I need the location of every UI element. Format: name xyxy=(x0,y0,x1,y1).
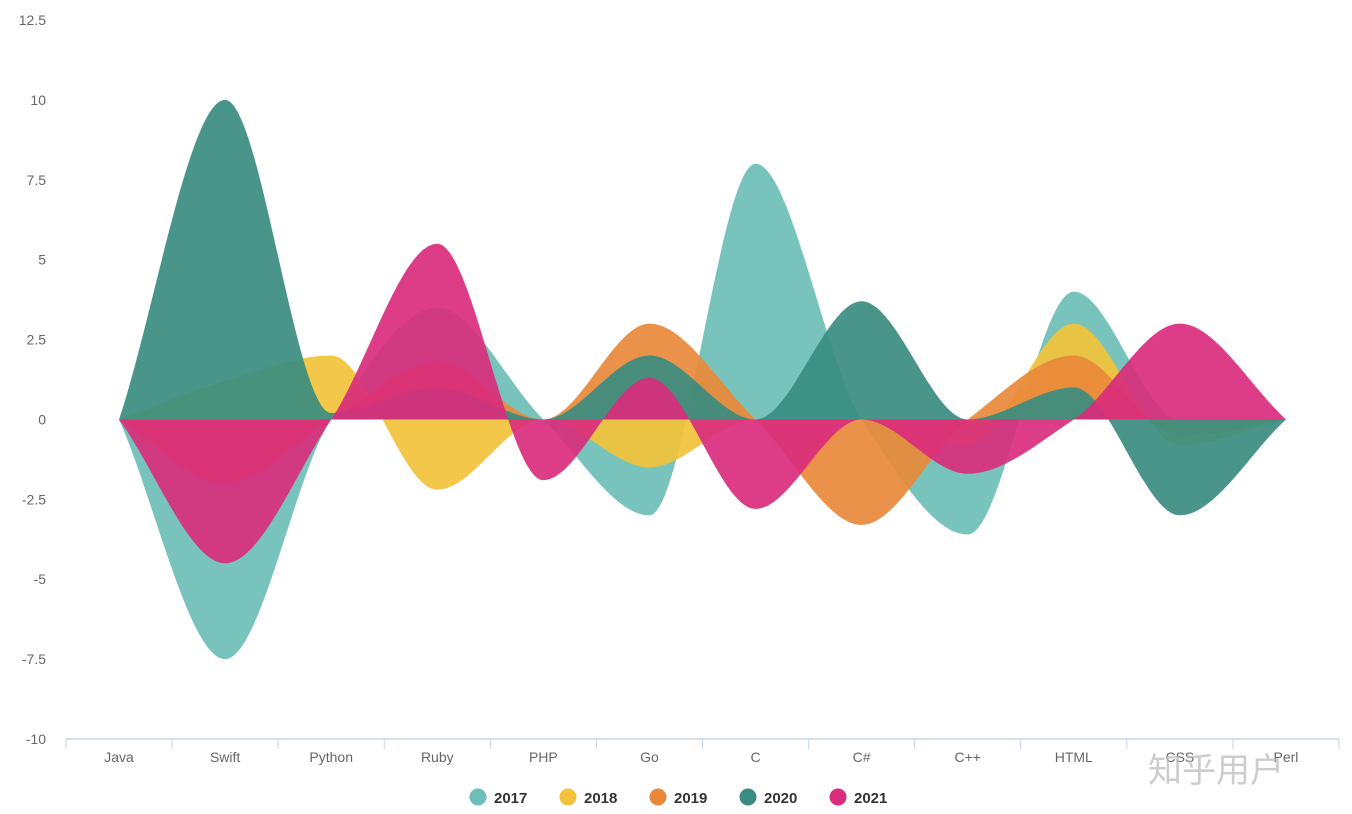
legend-swatch xyxy=(829,788,847,806)
legend-item-2020[interactable]: 2020 xyxy=(739,788,798,808)
legend-label: 2019 xyxy=(674,790,707,807)
areas-layer xyxy=(119,99,1286,660)
legend-item-2019[interactable]: 2019 xyxy=(649,788,708,808)
legend-swatch xyxy=(739,788,757,806)
area-series-2018[interactable] xyxy=(119,323,1286,490)
x-tick-label: Ruby xyxy=(421,749,454,765)
legend-swatch xyxy=(559,788,577,806)
x-tick-label: Go xyxy=(640,749,659,765)
watermark-text: 知乎用户 xyxy=(1148,751,1284,791)
legend-item-2017[interactable]: 2017 xyxy=(469,788,528,808)
x-tick-label: C++ xyxy=(954,749,980,765)
x-tick-label: Java xyxy=(104,749,134,765)
legend-label: 2021 xyxy=(854,790,887,807)
x-tick-label: HTML xyxy=(1055,749,1093,765)
x-tick-label: C# xyxy=(853,749,871,765)
legend-item-2021[interactable]: 2021 xyxy=(829,788,888,808)
y-tick-label: 5 xyxy=(38,252,46,268)
y-tick-label: -10 xyxy=(26,731,46,747)
x-tick-label: PHP xyxy=(529,749,558,765)
x-tick-label: CSS xyxy=(1165,749,1194,765)
area-series-2021[interactable] xyxy=(119,243,1286,564)
legend-item-2018[interactable]: 2018 xyxy=(559,788,618,808)
axis-layer: Java Swift Python Ruby PHP Go C C# C++ HTML CSS Per… xyxy=(19,12,1340,765)
x-tick-label: Perl xyxy=(1274,749,1299,765)
legend-swatch xyxy=(469,788,487,806)
legend-label: 2020 xyxy=(764,790,797,807)
legend-label: 2018 xyxy=(584,790,617,807)
y-tick-label: 7.5 xyxy=(27,172,47,188)
y-tick-label: 2.5 xyxy=(27,332,47,348)
y-tick-label: -2.5 xyxy=(22,491,46,507)
x-tick-label: Python xyxy=(309,749,353,765)
y-tick-label: -5 xyxy=(34,571,47,587)
legend-label: 2017 xyxy=(494,790,527,807)
legend: 2017 2018 2019 2020 2021 xyxy=(469,788,888,808)
y-tick-label: 10 xyxy=(30,92,46,108)
y-tick-label: -7.5 xyxy=(22,651,46,667)
legend-swatch xyxy=(649,788,667,806)
y-tick-label: 12.5 xyxy=(19,12,46,28)
x-tick-label: C xyxy=(750,749,760,765)
y-tick-label: 0 xyxy=(38,411,46,427)
x-tick-label: Swift xyxy=(210,749,240,765)
